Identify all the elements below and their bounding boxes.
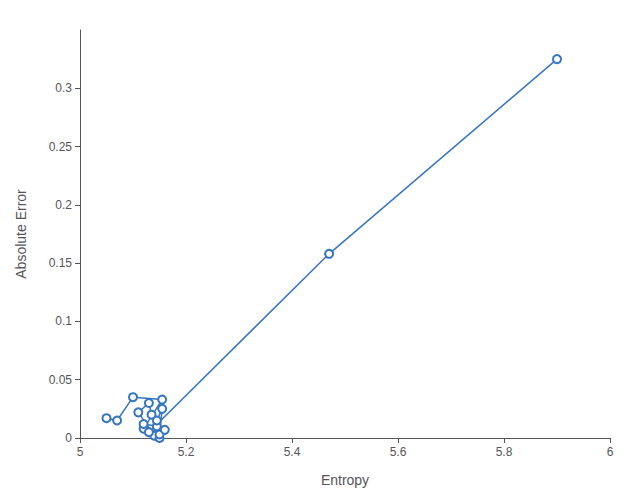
svg-text:5.8: 5.8	[496, 445, 513, 459]
svg-text:0.2: 0.2	[55, 198, 72, 212]
svg-text:0.1: 0.1	[55, 314, 72, 328]
svg-text:0.05: 0.05	[49, 373, 73, 387]
svg-text:5.6: 5.6	[390, 445, 407, 459]
svg-text:5: 5	[77, 445, 84, 459]
svg-text:0.15: 0.15	[49, 256, 73, 270]
svg-text:Absolute Error: Absolute Error	[13, 189, 29, 279]
svg-text:5.4: 5.4	[284, 445, 301, 459]
svg-text:Entropy: Entropy	[321, 472, 369, 488]
svg-text:5.2: 5.2	[178, 445, 195, 459]
svg-text:6: 6	[607, 445, 614, 459]
svg-text:0.25: 0.25	[49, 140, 73, 154]
svg-text:0: 0	[65, 431, 72, 445]
svg-text:0.3: 0.3	[55, 81, 72, 95]
